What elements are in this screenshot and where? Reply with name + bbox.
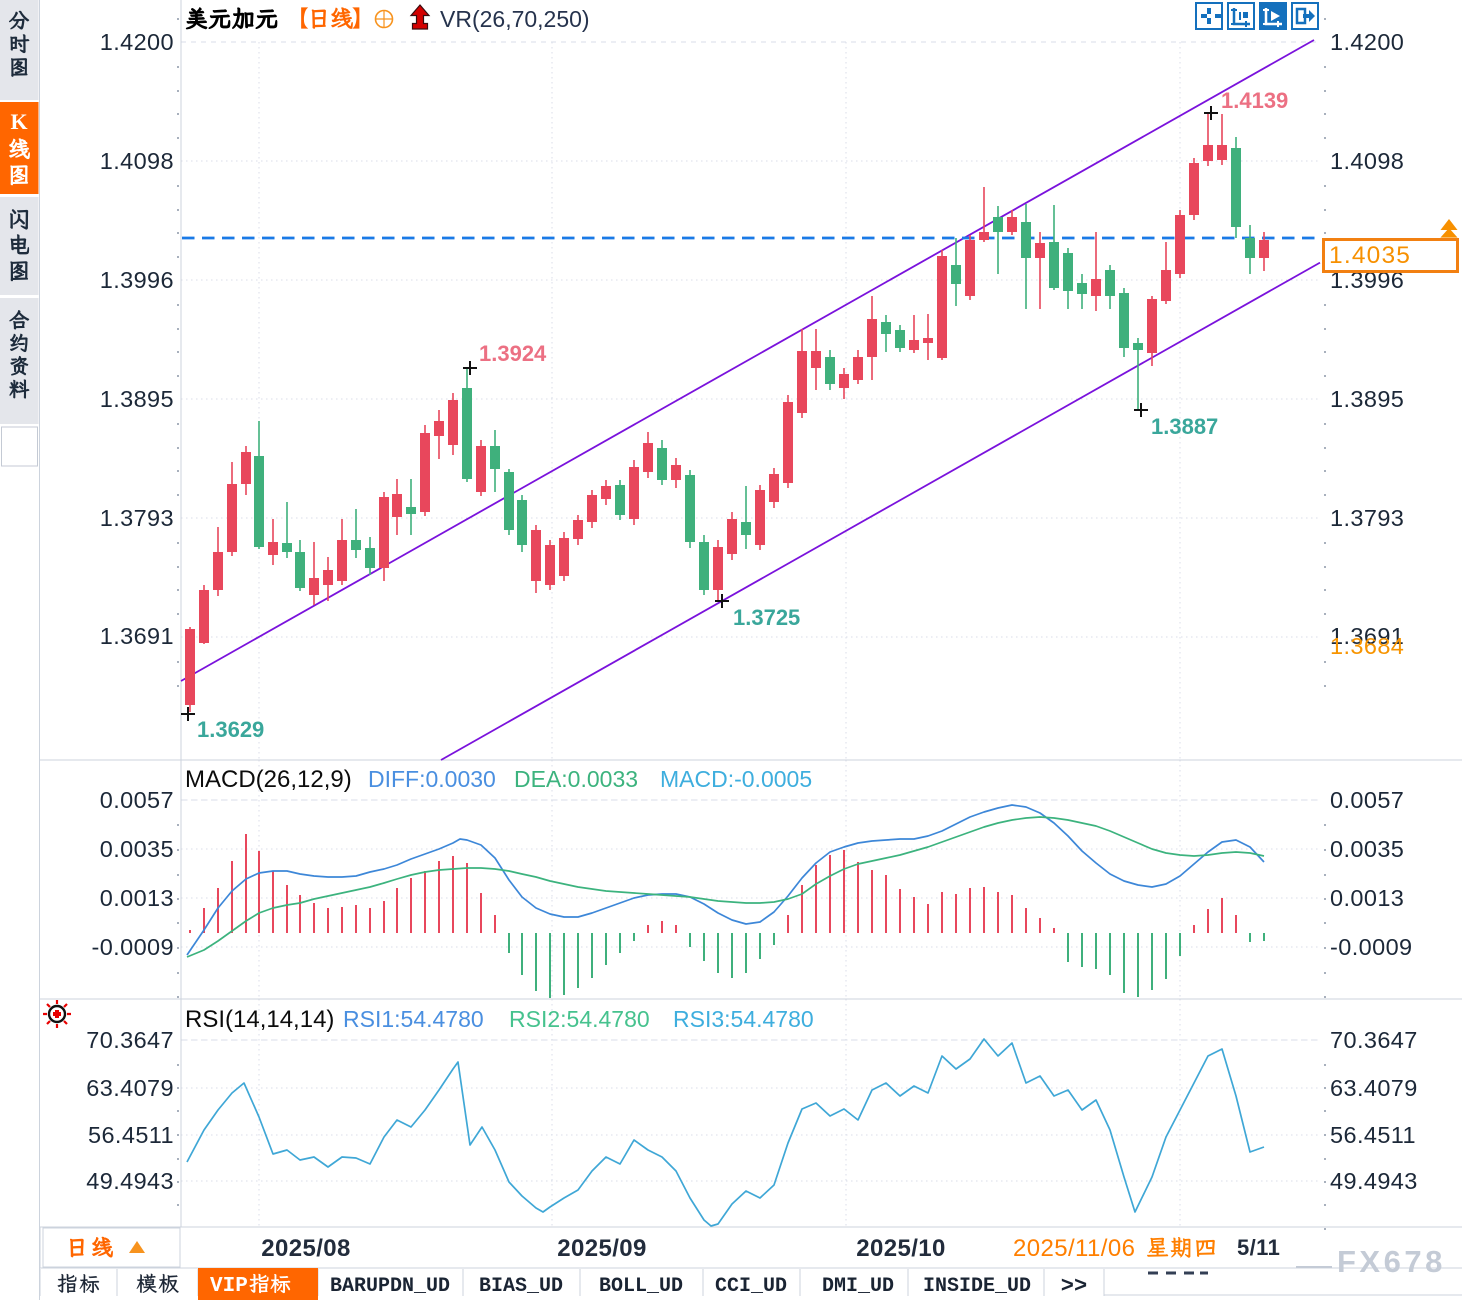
svg-text:63.4079: 63.4079 bbox=[86, 1075, 174, 1101]
svg-text:1.3691: 1.3691 bbox=[100, 623, 174, 649]
svg-text:2025/10: 2025/10 bbox=[856, 1235, 946, 1262]
svg-text:MACD(26,12,9): MACD(26,12,9) bbox=[185, 766, 352, 793]
svg-text:VIP: VIP bbox=[210, 1275, 248, 1298]
svg-text:RSI1:54.4780: RSI1:54.4780 bbox=[343, 1006, 484, 1032]
svg-text:1.3629: 1.3629 bbox=[197, 717, 264, 742]
svg-text:BOLL_UD: BOLL_UD bbox=[599, 1275, 683, 1298]
svg-text:1.4139: 1.4139 bbox=[1221, 88, 1288, 113]
svg-text:1.3691: 1.3691 bbox=[1330, 623, 1404, 649]
svg-text:56.4511: 56.4511 bbox=[1330, 1122, 1416, 1148]
svg-text:0.0057: 0.0057 bbox=[100, 787, 174, 813]
svg-text:70.3647: 70.3647 bbox=[1330, 1027, 1418, 1053]
svg-text:K: K bbox=[10, 109, 27, 134]
svg-text:56.4511: 56.4511 bbox=[88, 1122, 174, 1148]
svg-text:1.3793: 1.3793 bbox=[100, 505, 174, 531]
svg-text:1.4200: 1.4200 bbox=[100, 29, 174, 55]
svg-text:INSIDE_UD: INSIDE_UD bbox=[923, 1275, 1031, 1298]
svg-text:BIAS_UD: BIAS_UD bbox=[479, 1275, 563, 1298]
svg-text:MACD:-0.0005: MACD:-0.0005 bbox=[660, 766, 812, 792]
svg-text:DIFF:0.0030: DIFF:0.0030 bbox=[368, 766, 496, 792]
svg-text:-0.0009: -0.0009 bbox=[91, 934, 174, 960]
svg-text:2025/11/06: 2025/11/06 bbox=[1013, 1235, 1135, 1262]
svg-text:5/11: 5/11 bbox=[1237, 1235, 1280, 1260]
svg-text:>>: >> bbox=[1061, 1274, 1087, 1299]
svg-text:1.4098: 1.4098 bbox=[100, 148, 174, 174]
svg-text:1.3887: 1.3887 bbox=[1151, 414, 1218, 439]
svg-text:2025/08: 2025/08 bbox=[261, 1235, 351, 1262]
svg-text:1.3996: 1.3996 bbox=[100, 267, 174, 293]
svg-text:-0.0009: -0.0009 bbox=[1330, 934, 1413, 960]
svg-text:0.0013: 0.0013 bbox=[100, 885, 174, 911]
svg-text:1.4200: 1.4200 bbox=[1330, 29, 1404, 55]
svg-text:70.3647: 70.3647 bbox=[86, 1027, 174, 1053]
svg-text:1.4098: 1.4098 bbox=[1330, 148, 1404, 174]
svg-text:VR(26,70,250): VR(26,70,250) bbox=[440, 6, 590, 32]
svg-text:63.4079: 63.4079 bbox=[1330, 1075, 1418, 1101]
svg-text:1.3684: 1.3684 bbox=[1330, 633, 1404, 659]
svg-text:2025/09: 2025/09 bbox=[557, 1235, 647, 1262]
svg-text:0.0035: 0.0035 bbox=[1330, 836, 1404, 862]
svg-text:1.3895: 1.3895 bbox=[100, 386, 174, 412]
svg-text:DEA:0.0033: DEA:0.0033 bbox=[514, 766, 638, 792]
svg-text:RSI2:54.4780: RSI2:54.4780 bbox=[509, 1006, 650, 1032]
svg-text:RSI(14,14,14): RSI(14,14,14) bbox=[185, 1006, 334, 1033]
svg-text:1.3924: 1.3924 bbox=[479, 341, 547, 366]
svg-text:49.4943: 49.4943 bbox=[86, 1168, 174, 1194]
svg-text:1.3725: 1.3725 bbox=[733, 605, 800, 630]
svg-text:49.4943: 49.4943 bbox=[1330, 1168, 1418, 1194]
svg-text:CCI_UD: CCI_UD bbox=[715, 1275, 787, 1298]
svg-text:1.3895: 1.3895 bbox=[1330, 386, 1404, 412]
svg-text:0.0057: 0.0057 bbox=[1330, 787, 1404, 813]
svg-text:0.0013: 0.0013 bbox=[1330, 885, 1404, 911]
svg-text:FX678: FX678 bbox=[1337, 1244, 1446, 1279]
svg-text:DMI_UD: DMI_UD bbox=[822, 1275, 894, 1298]
svg-text:BARUPDN_UD: BARUPDN_UD bbox=[330, 1275, 450, 1298]
svg-text:RSI3:54.4780: RSI3:54.4780 bbox=[673, 1006, 814, 1032]
svg-text:0.0035: 0.0035 bbox=[100, 836, 174, 862]
svg-text:1.4035: 1.4035 bbox=[1329, 242, 1411, 269]
svg-text:1.3793: 1.3793 bbox=[1330, 505, 1404, 531]
